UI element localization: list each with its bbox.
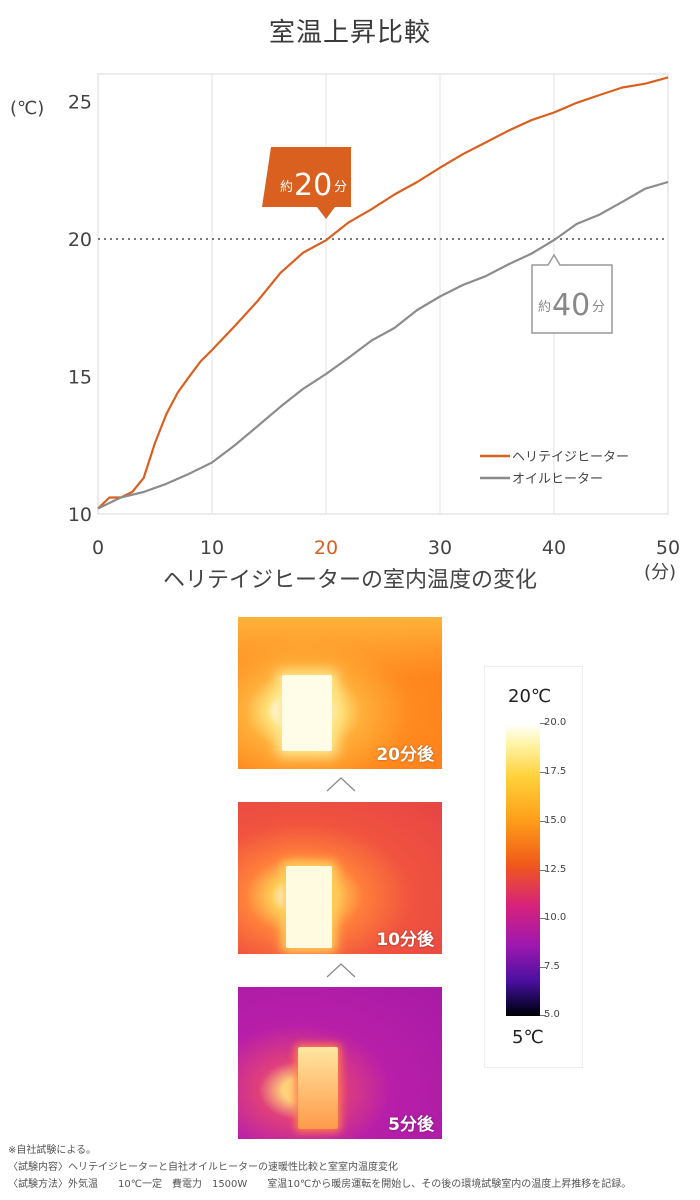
scale-tick: 5.0	[540, 1009, 560, 1020]
x-tick-label: 30	[428, 537, 452, 559]
scale-tick: 17.5	[539, 766, 567, 777]
callout-box	[531, 253, 613, 334]
callout-unit: 分	[334, 180, 347, 195]
x-tick-label: 40	[542, 537, 566, 559]
heater-hotspot	[286, 866, 332, 948]
thermal-label: 10分後	[376, 930, 434, 950]
y-tick-label: 15	[68, 367, 92, 389]
y-axis-unit: (℃)	[10, 98, 44, 119]
callout-box	[262, 147, 351, 219]
footnotes: ※自社試験による。 〈試験内容〉ヘリテイジヒーターと自社オイルヒーターの速暖性比…	[8, 1142, 631, 1193]
x-tick-label: 50	[656, 537, 680, 559]
scale-tick: 12.5	[539, 864, 567, 875]
callout-prefix: 約	[538, 300, 551, 315]
scale-tick: 7.5	[540, 961, 560, 972]
footnote: 〈試験方法〉外気温 10℃一定 費電力 1500W 室温10℃から暖房運転を開始…	[8, 1179, 632, 1190]
footnote: 〈試験内容〉ヘリテイジヒーターと自社オイルヒーターの速暖性比較と室室内温度変化	[8, 1162, 398, 1173]
thermal-image-20min: 20分後	[238, 617, 442, 769]
footnote: ※自社試験による。	[8, 1145, 97, 1156]
line-chart: 0 10 20 30 40 5010152025(℃)(分)ヘリテイジヒーターの室内温度の…	[10, 73, 680, 593]
x-axis-title: ヘリテイジヒーターの室内温度の変化	[163, 568, 537, 593]
scale-tick: 10.0	[539, 912, 567, 923]
chevron-up-icon	[326, 963, 356, 978]
x-axis-unit: (分)	[644, 562, 676, 583]
callout-prefix: 約	[280, 180, 293, 195]
scale-tick: 20.0	[539, 717, 567, 728]
legend-label: ヘリテイジヒーター	[512, 450, 629, 465]
thermal-label: 20分後	[376, 745, 434, 765]
callout-value: 40	[552, 288, 590, 323]
scale-min-label: 5℃	[512, 1027, 544, 1048]
thermal-gradient	[238, 617, 442, 677]
legend-label: オイルヒーター	[512, 472, 603, 487]
x-tick-label: 10	[200, 537, 224, 559]
callout-unit: 分	[592, 300, 605, 315]
y-tick-label: 10	[68, 504, 92, 526]
y-tick-label: 20	[68, 229, 92, 251]
series-line	[97, 76, 669, 510]
callout-value: 20	[294, 168, 332, 203]
chevron-up-icon	[326, 777, 356, 792]
x-tick-label: 20	[314, 537, 338, 559]
x-tick-label: 0	[92, 537, 104, 559]
heater-hotspot	[282, 675, 332, 751]
scale-max-label: 20℃	[508, 686, 552, 707]
thermal-label: 5分後	[388, 1115, 434, 1135]
scale-tick: 15.0	[539, 815, 567, 826]
series-line	[97, 180, 669, 510]
heater-hotspot	[298, 1047, 338, 1129]
thermal-image-5min: 5分後	[238, 987, 442, 1139]
page-title: 室温上昇比較	[268, 18, 431, 48]
plot-frame	[97, 73, 669, 515]
color-scale-bar	[506, 724, 540, 1016]
thermal-image-10min: 10分後	[238, 802, 442, 954]
y-tick-label: 25	[68, 92, 92, 114]
